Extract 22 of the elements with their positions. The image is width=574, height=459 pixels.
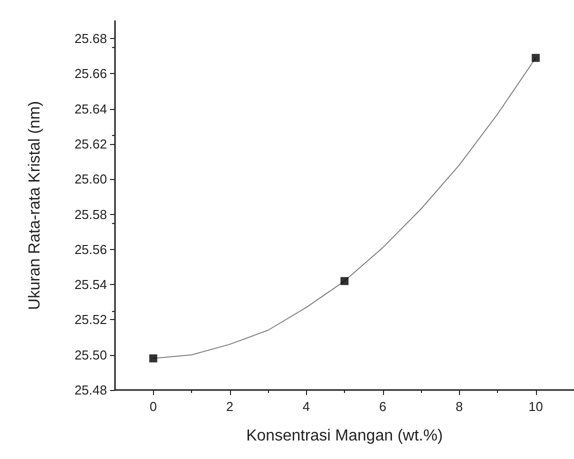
- y-tick-label: 25.54: [74, 277, 107, 292]
- point: [149, 354, 158, 362]
- point: [340, 277, 348, 286]
- y-tick-label: 25.50: [74, 347, 107, 362]
- y-tick-label: 25.52: [74, 312, 107, 328]
- y-tick-label: 25.68: [74, 31, 107, 46]
- x-tick-label: 6: [379, 399, 386, 414]
- x-tick-label: 8: [456, 399, 463, 414]
- x-tick-label: 4: [302, 399, 310, 414]
- y-tick-label: 25.62: [74, 136, 107, 152]
- y-axis-title: Ukuran Rata-rata Kristal (nm): [26, 101, 44, 310]
- y-tick-label: 25.60: [74, 172, 107, 187]
- x-tick-label: 2: [226, 399, 234, 414]
- x-axis-title: Konsentrasi Mangan (wt.%): [246, 428, 443, 444]
- y-tick-label: 25.56: [74, 242, 107, 257]
- y-tick-label: 25.64: [74, 101, 107, 116]
- y-tick-label: 25.48: [74, 382, 107, 398]
- y-tick-label: 25.66: [74, 66, 107, 82]
- y-tick-label: 25.58: [74, 206, 107, 222]
- x-tick-label: 0: [150, 399, 157, 414]
- x-tick-label: 10: [528, 399, 543, 414]
- point: [532, 54, 540, 62]
